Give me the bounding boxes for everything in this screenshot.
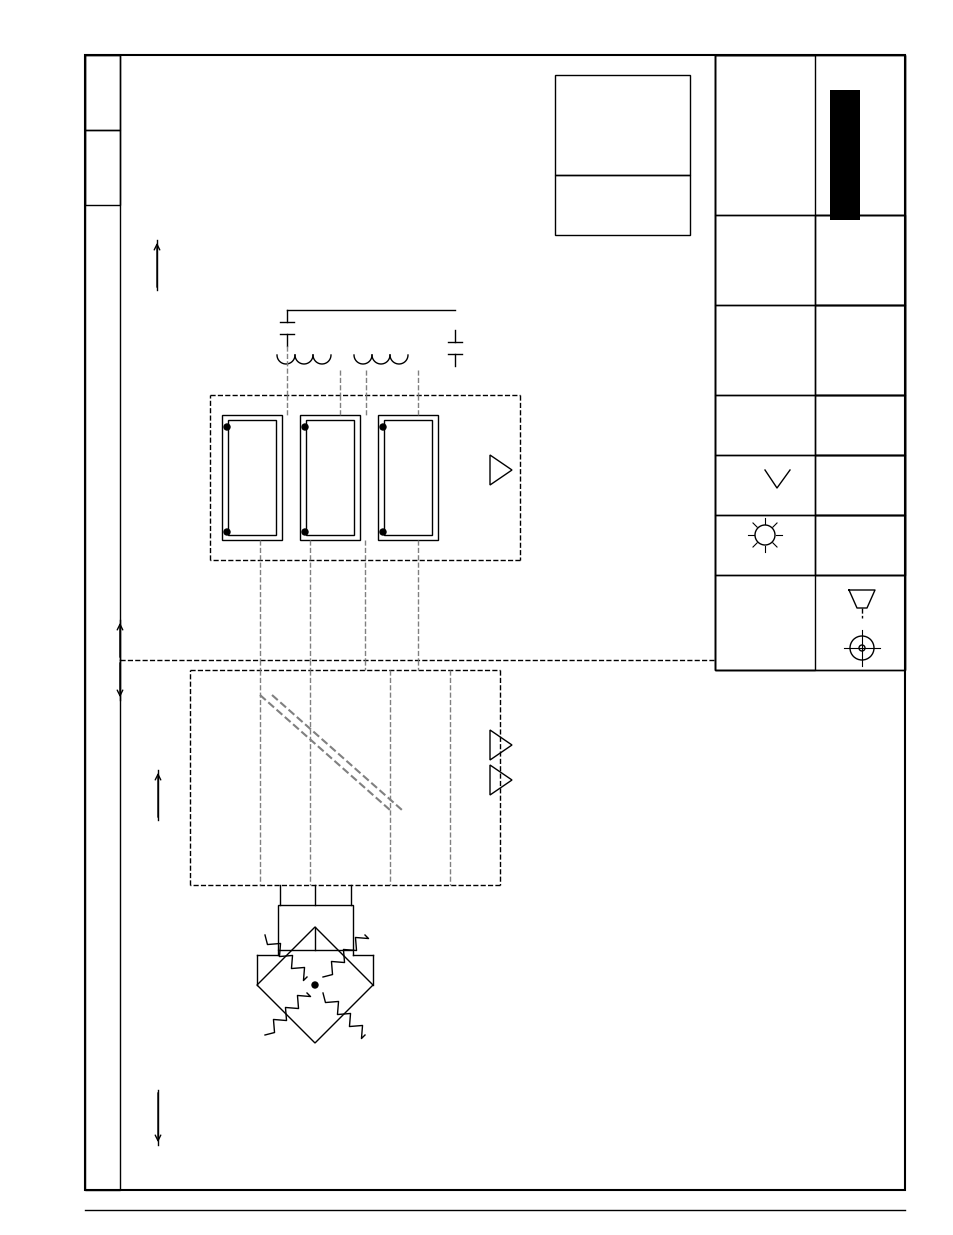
Bar — [814, 454, 904, 515]
Bar — [555, 175, 689, 235]
Circle shape — [224, 529, 230, 535]
Bar — [814, 305, 904, 395]
Bar — [714, 395, 904, 454]
Bar — [555, 75, 689, 175]
Bar — [714, 56, 814, 671]
Bar — [714, 454, 904, 515]
Bar — [222, 415, 282, 540]
Bar — [814, 395, 904, 454]
Bar — [85, 56, 120, 130]
Bar — [814, 215, 904, 305]
Bar — [228, 420, 275, 535]
Circle shape — [224, 424, 230, 430]
Bar — [714, 215, 904, 305]
Bar — [714, 515, 904, 576]
Bar — [714, 305, 904, 395]
Bar — [85, 130, 120, 205]
Bar — [377, 415, 437, 540]
Bar — [306, 420, 354, 535]
Bar — [814, 515, 904, 576]
Bar — [714, 56, 904, 215]
Bar — [384, 420, 432, 535]
Bar — [714, 576, 904, 671]
Circle shape — [379, 529, 386, 535]
Bar — [85, 56, 120, 1191]
Bar — [829, 90, 859, 220]
Circle shape — [379, 424, 386, 430]
Bar — [85, 56, 904, 1191]
Bar — [299, 415, 359, 540]
Circle shape — [302, 529, 308, 535]
Circle shape — [302, 424, 308, 430]
Bar — [714, 56, 904, 671]
Circle shape — [312, 982, 317, 988]
Bar — [277, 905, 353, 950]
